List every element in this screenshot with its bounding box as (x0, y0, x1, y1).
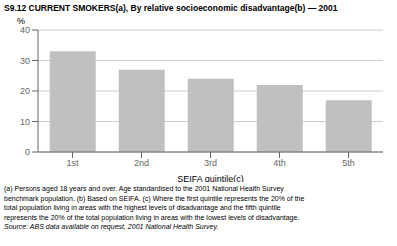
svg-text:4th: 4th (273, 158, 286, 168)
svg-text:%: % (17, 16, 25, 26)
svg-text:SEIFA quintile(c): SEIFA quintile(c) (177, 174, 244, 182)
html-text:S9.12 CURRENT SMOKERS(a), By r: S9.12 CURRENT SMOKERS(a), By relative so… (4, 3, 338, 13)
html-text:(a) Persons aged 18 years and: (a) Persons aged 18 years and over. Age … (4, 185, 284, 192)
svg-text:40: 40 (20, 25, 30, 35)
svg-text:3rd: 3rd (204, 158, 217, 168)
svg-text:0: 0 (25, 147, 30, 157)
html-text:benchmark population. (b) Base: benchmark population. (b) Based on SEIFA… (4, 194, 305, 202)
html-text:Source: ABS data available on: Source: ABS data available on request, 2… (4, 223, 219, 230)
svg-text:20: 20 (20, 86, 30, 96)
svg-text:10: 10 (20, 117, 30, 127)
svg-text:2nd: 2nd (134, 158, 149, 168)
html-text:total population living in are: total population living in areas with th… (4, 204, 281, 211)
html-text:represents the 20% of the tota: represents the 20% of the total populati… (4, 213, 300, 221)
svg-text:1st: 1st (66, 158, 79, 168)
svg-text:5th: 5th (342, 158, 355, 168)
svg-text:30: 30 (20, 56, 30, 66)
